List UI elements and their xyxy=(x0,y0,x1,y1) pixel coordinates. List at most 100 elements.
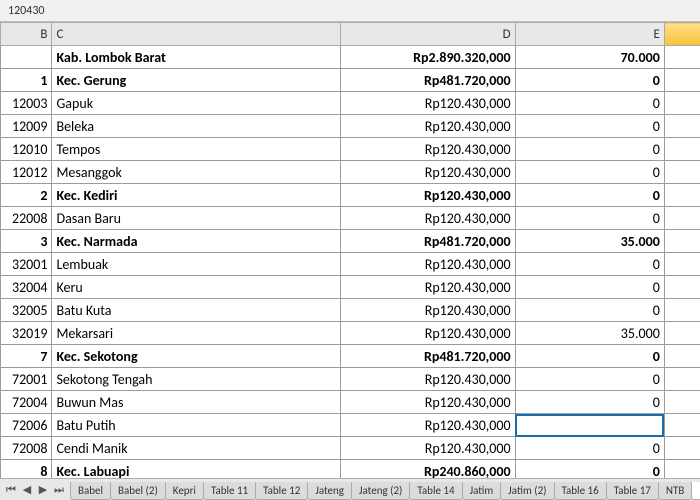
cell[interactable]: 8 xyxy=(1,460,52,479)
sheet-tab[interactable]: Kepri xyxy=(165,482,204,500)
sheet-tab[interactable]: Table 16 xyxy=(554,482,607,500)
cell[interactable]: Mekarsari xyxy=(52,322,340,345)
cell[interactable]: Batu Kuta xyxy=(52,299,340,322)
cell[interactable]: 0 xyxy=(515,299,664,322)
cell[interactable] xyxy=(664,92,700,115)
cell[interactable]: Kec. Narmada xyxy=(52,230,340,253)
cell[interactable]: Lembuak xyxy=(52,253,340,276)
tab-first-icon[interactable]: ⏮ xyxy=(4,483,18,497)
cell[interactable]: Rp240.860,000 xyxy=(340,460,515,479)
cell[interactable] xyxy=(664,207,700,230)
tab-next-icon[interactable]: ▶ xyxy=(36,483,50,497)
cell[interactable]: 32001 xyxy=(1,253,52,276)
cell[interactable]: 32019 xyxy=(1,322,52,345)
cell[interactable]: Rp120.430,000 xyxy=(340,115,515,138)
cell[interactable]: 0 xyxy=(515,437,664,460)
cell[interactable]: Kec. Labuapi xyxy=(52,460,340,479)
column-header-B[interactable]: B xyxy=(1,23,52,46)
cell[interactable]: Rp120.430,000 xyxy=(340,391,515,414)
cell[interactable]: Mesanggok xyxy=(52,161,340,184)
cell[interactable] xyxy=(1,46,52,69)
cell[interactable]: Kec. Kediri xyxy=(52,184,340,207)
cell[interactable]: 0 xyxy=(515,253,664,276)
spreadsheet-grid[interactable]: BCDE Kab. Lombok BaratRp2.890.320,00070.… xyxy=(0,22,700,478)
column-header-E[interactable]: E xyxy=(515,23,664,46)
sheet-tab[interactable]: Jatim (2) xyxy=(500,482,554,500)
cell[interactable]: 7 xyxy=(1,345,52,368)
cell[interactable] xyxy=(664,299,700,322)
cell[interactable] xyxy=(664,115,700,138)
sheet-tab[interactable]: Table 11 xyxy=(203,482,256,500)
sheet-tab[interactable]: Jatim xyxy=(462,482,502,500)
cell[interactable] xyxy=(664,414,700,437)
cell[interactable] xyxy=(664,230,700,253)
cell[interactable]: 32004 xyxy=(1,276,52,299)
sheet-tab[interactable]: Babel (2) xyxy=(110,482,166,500)
cell[interactable]: 0 xyxy=(515,368,664,391)
cell[interactable]: 0 xyxy=(515,69,664,92)
cell[interactable]: 0 xyxy=(515,391,664,414)
cell[interactable] xyxy=(664,69,700,92)
cell[interactable]: Rp120.430,000 xyxy=(340,92,515,115)
cell[interactable] xyxy=(664,161,700,184)
cell[interactable] xyxy=(515,414,664,437)
sheet-tab[interactable]: NTB xyxy=(658,482,692,500)
cell[interactable]: Kec. Sekotong xyxy=(52,345,340,368)
cell[interactable] xyxy=(664,322,700,345)
cell[interactable]: 0 xyxy=(515,138,664,161)
cell[interactable]: 72004 xyxy=(1,391,52,414)
sheet-tab[interactable]: Table 12 xyxy=(255,482,308,500)
cell[interactable]: Batu Putih xyxy=(52,414,340,437)
cell[interactable]: Rp120.430,000 xyxy=(340,138,515,161)
cell[interactable] xyxy=(664,253,700,276)
cell[interactable]: Rp120.430,000 xyxy=(340,299,515,322)
cell[interactable]: Rp120.430,000 xyxy=(340,161,515,184)
cell[interactable]: 12012 xyxy=(1,161,52,184)
column-header-F[interactable] xyxy=(664,23,700,46)
cell[interactable]: Rp120.430,000 xyxy=(340,184,515,207)
cell[interactable]: Rp120.430,000 xyxy=(340,207,515,230)
cell[interactable]: Rp120.430,000 xyxy=(340,437,515,460)
cell[interactable]: 0 xyxy=(515,184,664,207)
cell[interactable]: 0 xyxy=(515,115,664,138)
sheet-tab[interactable]: NTB (2) xyxy=(691,482,700,500)
cell[interactable]: Beleka xyxy=(52,115,340,138)
cell[interactable]: 32005 xyxy=(1,299,52,322)
cell[interactable]: Dasan Baru xyxy=(52,207,340,230)
cell[interactable] xyxy=(664,46,700,69)
cell[interactable]: 12009 xyxy=(1,115,52,138)
cell[interactable]: 0 xyxy=(515,207,664,230)
cell[interactable]: 72008 xyxy=(1,437,52,460)
cell[interactable]: Sekotong Tengah xyxy=(52,368,340,391)
cell[interactable]: 2 xyxy=(1,184,52,207)
cell[interactable] xyxy=(664,368,700,391)
cell[interactable]: Keru xyxy=(52,276,340,299)
sheet-tab[interactable]: Jateng (2) xyxy=(351,482,410,500)
tab-last-icon[interactable]: ⏭ xyxy=(52,483,66,497)
cell[interactable] xyxy=(664,391,700,414)
cell[interactable]: Rp481.720,000 xyxy=(340,345,515,368)
cell[interactable] xyxy=(664,345,700,368)
cell[interactable]: 0 xyxy=(515,276,664,299)
cell[interactable]: Rp120.430,000 xyxy=(340,414,515,437)
cell[interactable]: Buwun Mas xyxy=(52,391,340,414)
cell[interactable]: 0 xyxy=(515,345,664,368)
cell[interactable] xyxy=(664,138,700,161)
sheet-tab[interactable]: Table 14 xyxy=(409,482,462,500)
cell[interactable]: Rp2.890.320,000 xyxy=(340,46,515,69)
cell[interactable]: 0 xyxy=(515,92,664,115)
cell[interactable]: 72001 xyxy=(1,368,52,391)
column-header-C[interactable]: C xyxy=(52,23,340,46)
cell[interactable]: 1 xyxy=(1,69,52,92)
cell[interactable] xyxy=(664,460,700,479)
cell[interactable]: Rp481.720,000 xyxy=(340,230,515,253)
cell[interactable]: 72006 xyxy=(1,414,52,437)
cell[interactable]: 12010 xyxy=(1,138,52,161)
cell[interactable] xyxy=(664,184,700,207)
sheet-tab[interactable]: Jateng xyxy=(307,482,352,500)
cell[interactable]: Tempos xyxy=(52,138,340,161)
column-header-D[interactable]: D xyxy=(340,23,515,46)
cell[interactable]: 35.000 xyxy=(515,230,664,253)
cell[interactable]: Rp481.720,000 xyxy=(340,69,515,92)
cell[interactable]: 12003 xyxy=(1,92,52,115)
